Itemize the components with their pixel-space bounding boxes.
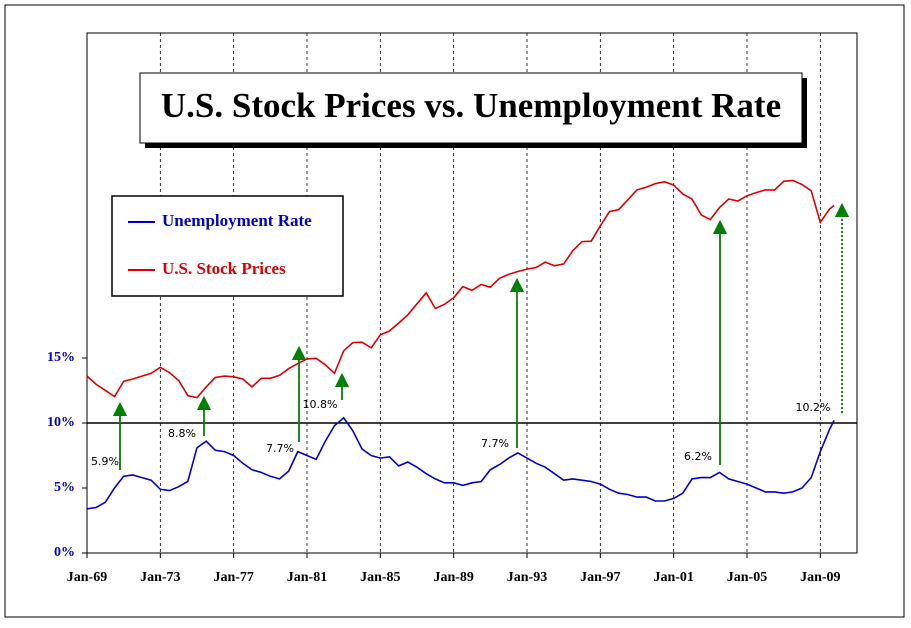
annotation: 8.8% xyxy=(168,427,196,440)
x-tick-label: Jan-89 xyxy=(433,570,473,585)
series-line xyxy=(86,416,835,510)
chart-title: U.S. Stock Prices vs. Unemployment Rate xyxy=(161,86,781,125)
plot-area xyxy=(86,32,858,554)
legend-label: Unemployment Rate xyxy=(162,211,312,230)
legend-box xyxy=(111,195,344,297)
y-tick-label: 15% xyxy=(47,350,75,365)
y-tick-label: 10% xyxy=(47,415,75,430)
annotation: 5.9% xyxy=(91,455,119,468)
x-tick-label: Jan-73 xyxy=(140,570,180,585)
y-tick-label: 5% xyxy=(54,480,75,495)
annotation: 10.2% xyxy=(796,401,831,414)
x-tick-label: Jan-69 xyxy=(67,570,107,585)
x-tick-label: Jan-93 xyxy=(507,570,547,585)
x-tick-label: Jan-81 xyxy=(287,570,327,585)
x-tick-label: Jan-97 xyxy=(580,570,620,585)
x-tick-label: Jan-85 xyxy=(360,570,400,585)
annotation: 7.7% xyxy=(266,442,294,455)
annotation: 10.8% xyxy=(303,398,338,411)
legend-label: U.S. Stock Prices xyxy=(162,259,286,278)
x-tick-label: Jan-01 xyxy=(653,570,693,585)
x-tick-label: Jan-09 xyxy=(800,570,840,585)
x-tick-label: Jan-77 xyxy=(213,570,253,585)
series-line xyxy=(86,179,835,399)
annotation: 6.2% xyxy=(684,450,712,463)
y-tick-label: 0% xyxy=(54,545,75,560)
title-box xyxy=(139,72,803,144)
annotation: 7.7% xyxy=(481,437,509,450)
x-tick-label: Jan-05 xyxy=(727,570,767,585)
